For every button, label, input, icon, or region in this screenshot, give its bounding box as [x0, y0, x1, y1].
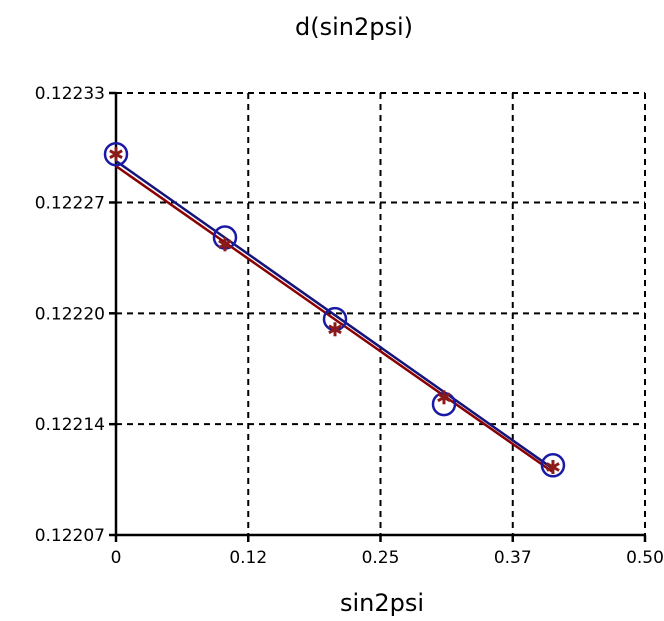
asterisk-stroke-2: [437, 392, 451, 403]
asterisk-stroke-2: [218, 239, 232, 250]
axes: [109, 91, 647, 542]
fit-lines: [115, 159, 554, 474]
y-tick-label-3: 0.12227: [35, 193, 105, 213]
circle-point-0: [103, 141, 129, 167]
y-tick-label-4: 0.12233: [35, 84, 105, 104]
x-tick-label-3: 0.37: [494, 548, 532, 568]
x-axis-label: sin2psi: [340, 589, 424, 617]
x-tick-label-0: 0: [111, 548, 122, 568]
asterisk-stroke-2: [328, 324, 342, 335]
x-tick-label-2: 0.25: [362, 548, 400, 568]
asterisk-stroke-2: [109, 149, 123, 160]
x-tick-label-1: 0.12: [229, 548, 267, 568]
y-tick-label-2: 0.12220: [35, 304, 105, 324]
asterisk-point-2: [328, 322, 342, 337]
asterisk-point-1: [218, 237, 232, 252]
tick-labels: 0 0.12 0.25 0.37 0.50 0.12207 0.12214 0.12220 0.…: [35, 84, 664, 568]
fit-line-1: [115, 165, 554, 474]
y-tick-label-0: 0.12207: [35, 526, 105, 546]
asterisk-point-3: [437, 390, 451, 405]
asterisk-point-4: [546, 460, 560, 474]
asterisk-stroke-2: [546, 462, 560, 472]
data-points: [103, 141, 566, 478]
fit-line-0: [115, 159, 554, 470]
y-tick-label-1: 0.12214: [35, 415, 105, 435]
chart-title: d(sin2psi): [295, 13, 413, 41]
asterisk-point-0: [109, 147, 123, 162]
x-tick-label-4: 0.50: [626, 548, 664, 568]
grid: [116, 92, 646, 535]
circle-point-4: [540, 453, 566, 478]
